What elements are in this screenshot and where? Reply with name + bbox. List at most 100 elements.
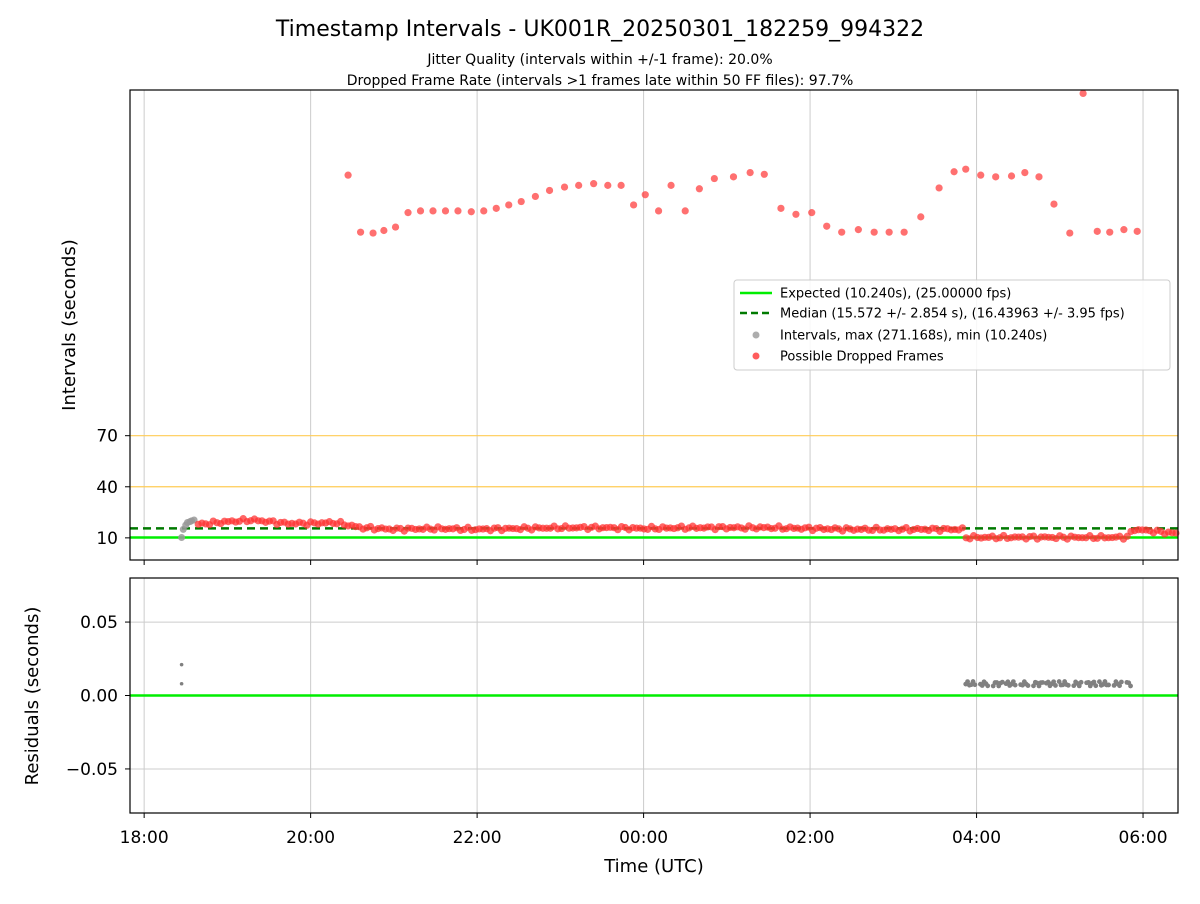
top-y-axis-label: Intervals (seconds) <box>59 239 80 411</box>
dropped-frame-point <box>369 229 377 237</box>
top-axes-frame <box>129 89 1179 561</box>
residual-point <box>979 683 985 688</box>
dropped-frame-point <box>823 222 831 230</box>
dropped-frame-point <box>777 204 785 212</box>
dropped-frame-point <box>870 228 878 236</box>
legend-intervals-marker <box>752 331 760 339</box>
x-tick-label: 18:00 <box>120 828 169 848</box>
dropped-frame-point <box>977 171 985 179</box>
dropped-frame-point <box>391 223 400 231</box>
legend: Expected (10.240s), (25.00000 fps) Media… <box>733 279 1171 371</box>
x-tick-label: 20:00 <box>286 828 335 848</box>
residual-point <box>965 679 970 685</box>
dropped-frame-point <box>917 213 925 221</box>
dropped-frame-point <box>630 201 638 209</box>
residual-point <box>985 683 991 689</box>
dropped-frame-point <box>604 181 612 189</box>
dropped-frame-point <box>416 207 425 215</box>
chart-subtitle-dropped: Dropped Frame Rate (intervals >1 frames … <box>347 73 854 89</box>
dropped-frame-point <box>1123 532 1131 540</box>
residual-point <box>1093 683 1099 689</box>
dropped-frame-point <box>641 191 649 199</box>
residual-point <box>1065 682 1071 688</box>
chart-title: Timestamp Intervals - UK001R_20250301_18… <box>275 17 924 42</box>
top-y-tick-label: 40 <box>96 478 118 498</box>
x-tick-label: 22:00 <box>453 828 502 848</box>
bottom-y-tick-label: −0.05 <box>66 760 118 780</box>
residual-point <box>1091 679 1097 685</box>
dropped-frame-point <box>560 183 569 191</box>
dropped-frame-point <box>1021 168 1029 177</box>
dropped-frame-point <box>681 207 689 215</box>
top-ticks: 10 40 70 <box>96 427 1144 565</box>
residual-point <box>999 679 1005 685</box>
dropped-frame-point <box>480 207 488 215</box>
residual-point <box>1071 683 1077 689</box>
dropped-frame-point <box>545 186 554 195</box>
bottom-data-marks <box>179 662 1133 689</box>
dropped-frame-point <box>695 185 703 193</box>
dropped-frame-point <box>710 174 718 183</box>
legend-dropped-label: Possible Dropped Frames <box>780 350 944 365</box>
dropped-frame-point <box>492 204 500 212</box>
dropped-frame-point <box>1050 200 1058 208</box>
dropped-frame-point <box>467 208 475 216</box>
residual-point <box>1117 683 1122 689</box>
dropped-frame-point <box>1120 226 1128 234</box>
legend-expected-label: Expected (10.240s), (25.00000 fps) <box>780 287 1011 302</box>
residual-point <box>1078 679 1084 685</box>
chart-subtitle-jitter: Jitter Quality (intervals within +/-1 fr… <box>426 52 772 68</box>
dropped-frame-point <box>454 207 462 215</box>
residual-point <box>1118 679 1124 685</box>
dropped-frame-point <box>1035 173 1043 181</box>
dropped-frame-point <box>746 168 754 177</box>
residual-point <box>1005 679 1011 685</box>
bottom-ticks: 18:00 20:00 22:00 00:00 02:00 04:00 06:00 0.05 0… <box>66 613 1168 848</box>
legend-intervals-label: Intervals, max (271.168s), min (10.240s) <box>780 329 1047 344</box>
residual-point <box>1128 683 1133 689</box>
residual-point <box>1097 679 1102 685</box>
residual-point <box>1012 682 1018 688</box>
legend-box <box>733 279 1171 371</box>
dropped-frame-point <box>950 168 958 176</box>
dropped-frame-point <box>792 210 800 218</box>
dropped-frame-point <box>667 181 675 189</box>
bottom-y-tick-label: 0.05 <box>80 613 118 633</box>
residual-point <box>1020 682 1025 688</box>
dropped-frame-point <box>854 226 862 234</box>
dropped-frame-point <box>1093 227 1101 235</box>
dropped-frame-point <box>729 173 738 181</box>
dropped-frame-point <box>404 209 412 217</box>
x-axis-label: Time (UTC) <box>603 856 704 877</box>
residual-point <box>1025 683 1031 688</box>
dropped-frame-point <box>1079 89 1087 98</box>
dropped-frame-point <box>1066 229 1074 237</box>
dropped-frame-point <box>575 181 583 189</box>
top-y-tick-label: 70 <box>96 427 118 447</box>
top-data-marks <box>178 89 1180 543</box>
residual-point <box>179 662 184 667</box>
dropped-frame-point <box>654 207 663 215</box>
dropped-frame-point <box>617 181 625 189</box>
residual-point <box>972 682 978 688</box>
residual-point <box>1031 683 1036 689</box>
dropped-frame-point <box>1133 227 1141 235</box>
dropped-frame-point <box>441 207 450 215</box>
dropped-frame-point <box>1106 228 1114 236</box>
dropped-frame-point <box>962 165 970 173</box>
top-y-tick-label: 10 <box>96 529 118 549</box>
residual-point <box>1106 682 1111 688</box>
dropped-frame-point <box>1007 172 1016 180</box>
dropped-frame-point <box>958 524 967 532</box>
dropped-frame-point <box>517 197 525 206</box>
dropped-frame-point <box>505 201 513 209</box>
dropped-frame-point <box>900 228 908 236</box>
dropped-frame-point <box>885 228 893 236</box>
x-tick-label: 02:00 <box>786 828 835 848</box>
legend-median-label: Median (15.572 +/- 2.854 s), (16.43963 +… <box>780 307 1125 322</box>
bottom-y-tick-label: 0.00 <box>80 687 118 707</box>
x-tick-label: 06:00 <box>1119 828 1168 848</box>
x-tick-label: 04:00 <box>952 828 1001 848</box>
